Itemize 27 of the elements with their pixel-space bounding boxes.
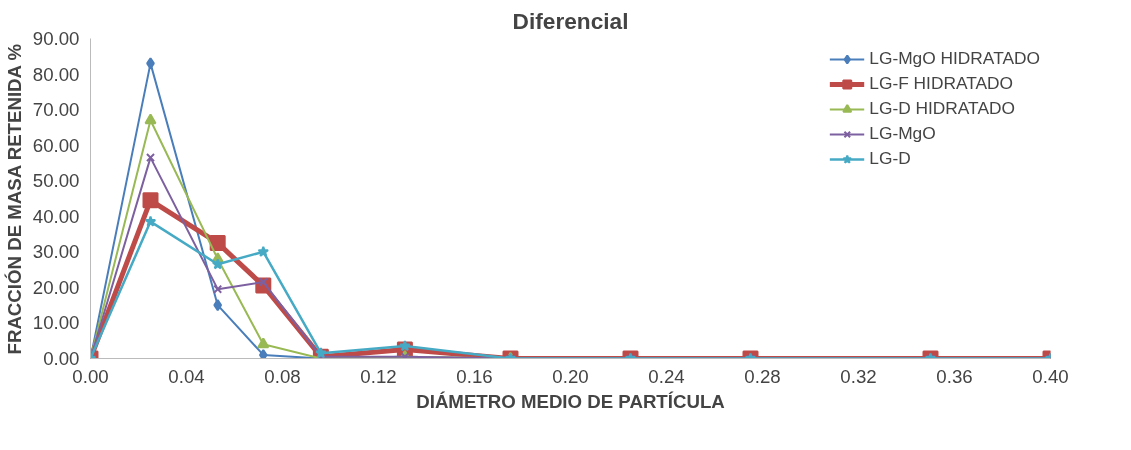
x-tick-label: 0.32 <box>840 365 877 387</box>
y-tick-label: 40.00 <box>32 205 80 227</box>
x-tick-label: 0.04 <box>168 365 205 387</box>
x-axis-title: DIÁMETRO MEDIO DE PARTÍCULA <box>416 390 725 412</box>
chart-title: Diferencial <box>512 7 629 34</box>
y-tick-label: 20.00 <box>32 276 80 298</box>
x-tick-label: 0.36 <box>936 365 973 387</box>
y-tick-label: 30.00 <box>32 241 80 263</box>
x-tick-label: 0.08 <box>264 365 301 387</box>
legend-label: LG-F HIDRATADO <box>869 73 1014 94</box>
x-tick-label: 0.24 <box>648 365 685 387</box>
x-tick-label: 0.20 <box>552 365 589 387</box>
y-axis-title: FRACCIÓN DE MASA RETENIDA % <box>3 43 25 355</box>
x-tick-label: 0.28 <box>744 365 781 387</box>
y-tick-label: 50.00 <box>32 170 80 192</box>
x-tick-label: 0.16 <box>456 365 493 387</box>
y-tick-label: 80.00 <box>32 63 80 85</box>
y-tick-label: 60.00 <box>32 134 80 156</box>
x-tick-label: 0.12 <box>360 365 397 387</box>
y-tick-label: 10.00 <box>32 312 80 334</box>
legend-label: LG-MgO HIDRATADO <box>869 48 1040 69</box>
x-tick-label: 0.40 <box>1032 365 1069 387</box>
legend-label: LG-D <box>869 148 911 169</box>
y-tick-label: 90.00 <box>32 28 80 49</box>
legend-label: LG-D HIDRATADO <box>869 98 1015 119</box>
y-tick-label: 70.00 <box>32 99 80 121</box>
legend-label: LG-MgO <box>869 123 936 144</box>
